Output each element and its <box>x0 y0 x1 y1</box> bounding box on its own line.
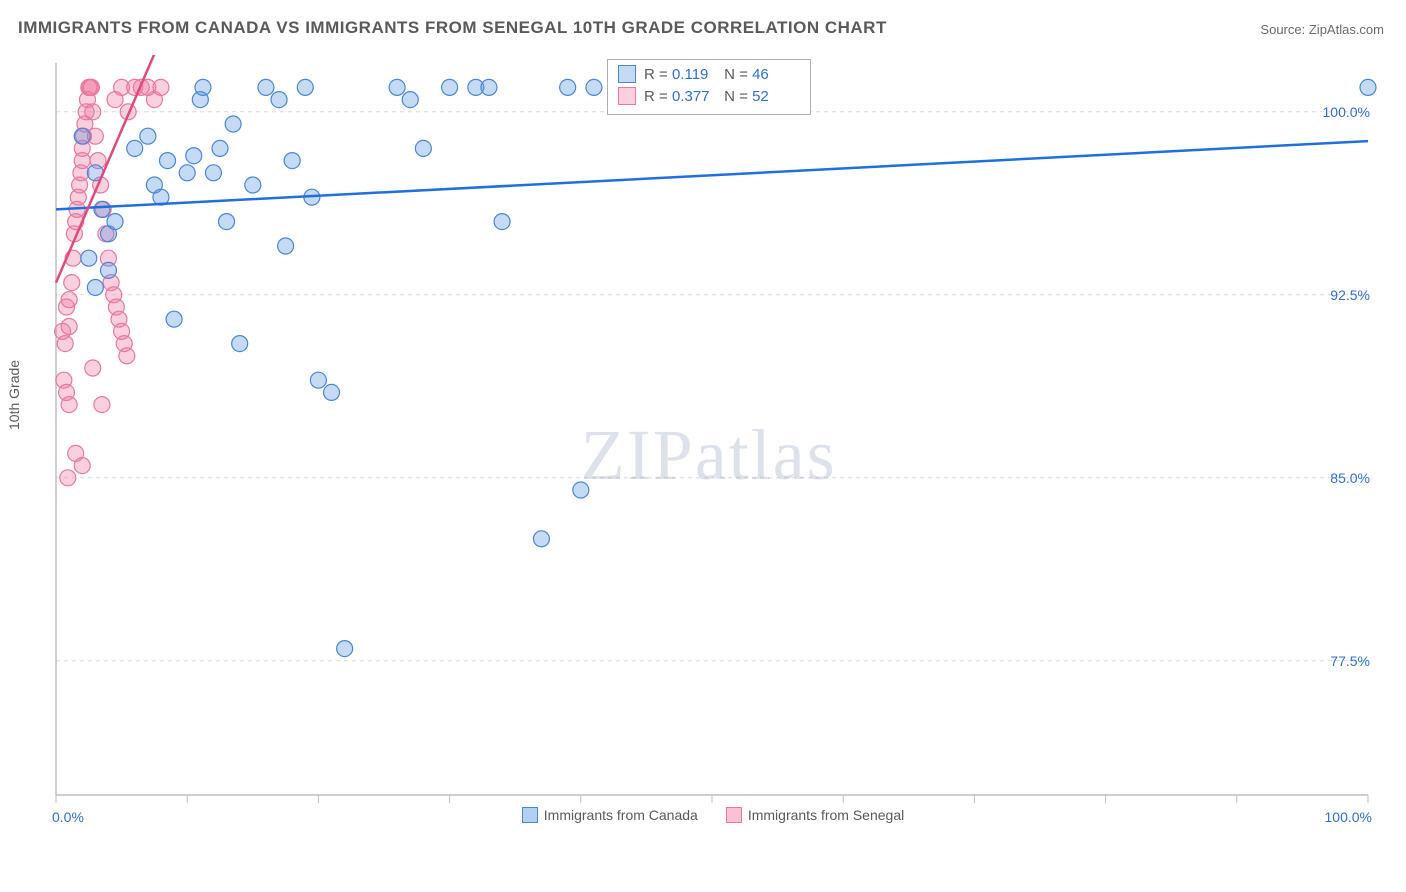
scatter-chart-svg <box>48 55 1378 825</box>
y-axis-tick-label: 100.0% <box>1323 104 1370 120</box>
legend-swatch <box>726 807 742 823</box>
y-axis-tick-label: 77.5% <box>1330 653 1370 669</box>
x-axis-max-label: 100.0% <box>1325 809 1372 825</box>
source-attribution: Source: ZipAtlas.com <box>1260 22 1384 37</box>
y-axis-tick-label: 92.5% <box>1330 287 1370 303</box>
legend-swatch <box>618 65 636 83</box>
legend-swatch <box>618 87 636 105</box>
chart-title: IMMIGRANTS FROM CANADA VS IMMIGRANTS FRO… <box>18 18 887 38</box>
stats-legend-row: R = 0.377 N = 52 <box>618 86 800 108</box>
y-axis-tick-label: 85.0% <box>1330 470 1370 486</box>
legend-swatch <box>522 807 538 823</box>
stats-legend-row: R = 0.119 N = 46 <box>618 64 800 86</box>
chart-area: ZIPatlas R = 0.119 N = 46R = 0.377 N = 5… <box>48 55 1378 825</box>
source-label: Source: <box>1260 22 1305 37</box>
legend-label: Immigrants from Senegal <box>748 807 904 823</box>
stats-legend-box: R = 0.119 N = 46R = 0.377 N = 52 <box>607 59 811 115</box>
source-name: ZipAtlas.com <box>1309 22 1384 37</box>
y-axis-label: 10th Grade <box>6 360 22 430</box>
x-axis-min-label: 0.0% <box>52 809 84 825</box>
legend-label: Immigrants from Canada <box>544 807 698 823</box>
series-legend: Immigrants from Canada Immigrants from Se… <box>48 807 1378 821</box>
